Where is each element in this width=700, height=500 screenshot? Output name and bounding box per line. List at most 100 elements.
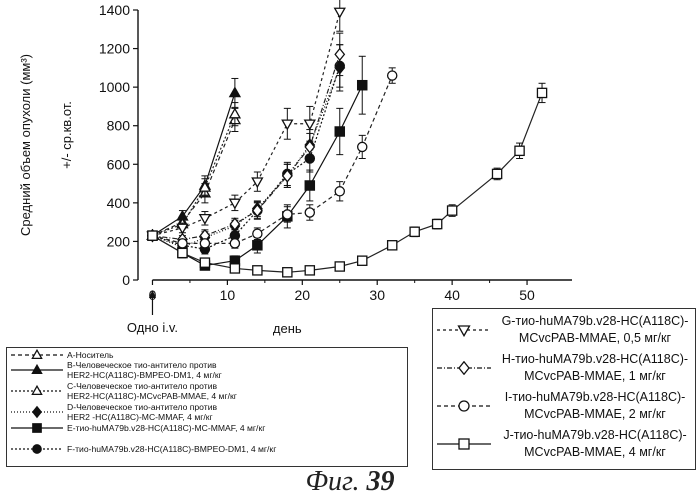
- legend-symbol: [437, 361, 491, 375]
- data-point: [282, 209, 293, 220]
- data-point: [356, 255, 368, 266]
- legend-symbol: [11, 444, 63, 454]
- dose-annotation: Одно i.v.: [127, 320, 178, 335]
- dose-arrow-head: [148, 290, 156, 298]
- legend-marker: [32, 444, 42, 454]
- data-point: [304, 180, 316, 191]
- series-line: [152, 119, 236, 237]
- series-5: [147, 44, 346, 255]
- data-point: [491, 168, 503, 180]
- data-point: [304, 140, 316, 154]
- caption-number: 39: [366, 466, 395, 497]
- y-tick-label: 400: [107, 195, 131, 211]
- legend-entry: G-тио-huMA79b.v28-HC(A118C)- MCvcPAB-MMA…: [433, 313, 695, 347]
- series-2: [146, 102, 242, 240]
- data-point: [446, 205, 458, 216]
- legend-symbol: [11, 405, 63, 419]
- legend-symbol: [11, 423, 63, 433]
- data-point: [303, 119, 316, 131]
- x-tick-label: 10: [220, 287, 236, 303]
- data-point: [356, 141, 368, 153]
- series-line: [152, 92, 236, 237]
- data-point: [228, 86, 242, 98]
- x-tick-label: 30: [369, 287, 385, 303]
- series-line: [152, 92, 543, 273]
- legend-entry: A-Носитель: [7, 348, 407, 360]
- legend-marker: [31, 364, 43, 375]
- series-1: [146, 77, 242, 240]
- legend-marker: [31, 385, 43, 396]
- data-point: [386, 240, 398, 251]
- series-line: [152, 113, 236, 237]
- series-0: [146, 107, 242, 240]
- data-point: [536, 87, 548, 99]
- legend-entry: J-тио-huMA79b.v28-HC(A118C)- MCvcPAB-MMA…: [433, 427, 695, 461]
- series-3: [147, 44, 346, 255]
- data-point: [251, 177, 264, 189]
- legend-label: D-Человеческое тио-антитело против HER2 …: [67, 402, 218, 423]
- legend-entry: E-тио-huMA79b.v28-HC(A118C)-MC-MMAF, 4 м…: [7, 423, 407, 433]
- series-line: [152, 75, 393, 244]
- series-8: [147, 67, 398, 249]
- data-point: [282, 267, 293, 278]
- data-point: [356, 79, 368, 91]
- data-point: [229, 263, 241, 274]
- data-point: [229, 217, 241, 231]
- legend-entry: C-Человеческое тио-антитело против HER2-…: [7, 381, 407, 401]
- legend-left: A-Носитель B-Человеческое тио-антитело пр…: [6, 347, 408, 467]
- y-tick-label: 1000: [99, 79, 130, 95]
- data-point: [431, 218, 443, 230]
- data-point: [334, 47, 346, 62]
- legend-label: C-Человеческое тио-антитело против HER2-…: [67, 381, 237, 402]
- data-point: [334, 186, 346, 197]
- data-point: [334, 261, 346, 272]
- data-point: [199, 238, 211, 249]
- x-tick-label: 40: [444, 287, 460, 303]
- y-axis-label-2: +/- ср.кв.от.: [59, 101, 74, 169]
- legend-marker: [458, 438, 470, 450]
- legend-right: G-тио-huMA79b.v28-HC(A118C)- MCvcPAB-MMA…: [432, 308, 696, 470]
- y-axis-label: Средний объем опухоли (мм³): [18, 54, 33, 236]
- legend-label: A-Носитель: [67, 350, 114, 360]
- legend-label: I-тио-huMA79b.v28-HC(A118C)- MCvcPAB-MMA…: [504, 390, 686, 421]
- y-tick-label: 1400: [99, 2, 130, 18]
- data-point: [198, 213, 212, 225]
- data-point: [177, 238, 188, 249]
- series-9: [147, 82, 548, 278]
- legend-entry: F-тио-huMA79b.v28-HC(A118C)-BMPEO-DM1, 4…: [7, 444, 407, 454]
- data-point: [251, 203, 263, 218]
- legend-label: G-тио-huMA79b.v28-HC(A118C)- MCvcPAB-MMA…: [501, 314, 689, 345]
- legend-label: E-тио-huMA79b.v28-HC(A118C)-MC-MMAF, 4 м…: [67, 423, 266, 433]
- data-point: [409, 226, 420, 238]
- data-point: [304, 207, 316, 218]
- data-point: [177, 247, 188, 259]
- y-tick-label: 600: [107, 156, 131, 172]
- legend-marker: [31, 405, 43, 419]
- y-tick-label: 800: [107, 118, 131, 134]
- caption-prefix: Фиг.: [305, 466, 360, 497]
- legend-symbol: [437, 325, 491, 337]
- data-point: [198, 180, 212, 192]
- legend-symbol: [11, 385, 63, 396]
- legend-symbol: [437, 438, 491, 450]
- data-point: [229, 238, 241, 249]
- data-point: [228, 107, 242, 119]
- y-tick-label: 1200: [99, 41, 130, 57]
- x-tick-label: 50: [519, 287, 535, 303]
- x-axis-label: день: [273, 321, 302, 336]
- legend-symbol: [11, 364, 63, 375]
- data-point: [176, 223, 189, 235]
- data-point: [252, 228, 263, 239]
- legend-marker: [458, 361, 470, 375]
- legend-label: F-тио-huMA79b.v28-HC(A118C)-BMPEO-DM1, 4…: [67, 444, 277, 454]
- legend-label: H-тио-huMA79b.v28-HC(A118C)- MCvcPAB-MMA…: [501, 352, 689, 383]
- legend-marker: [31, 348, 43, 360]
- data-point: [281, 169, 293, 183]
- data-point: [304, 265, 316, 276]
- legend-entry: D-Человеческое тио-антитело против HER2 …: [7, 402, 407, 422]
- series-line: [152, 11, 341, 237]
- data-point: [228, 198, 242, 210]
- data-point: [147, 230, 158, 241]
- legend-symbol: [437, 400, 491, 412]
- series-6: [146, 0, 346, 243]
